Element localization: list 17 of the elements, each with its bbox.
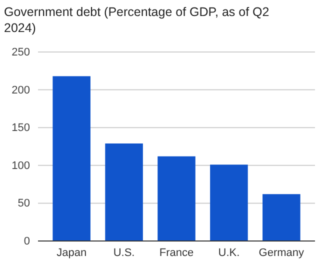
x-tick-label: Japan [56, 246, 87, 259]
bar [158, 156, 196, 241]
x-tick-label: U.K. [218, 246, 240, 259]
x-tick-label: Germany [258, 246, 305, 259]
bar [210, 164, 248, 241]
y-tick-label: 100 [12, 160, 30, 172]
y-tick-label: 0 [24, 236, 30, 248]
x-tick-label: U.S. [113, 246, 135, 259]
chart-title: Government debt (Percentage of GDP, as of Q2 2024) [4, 5, 270, 35]
y-tick-label: 150 [12, 122, 30, 134]
y-tick-label: 250 [12, 46, 30, 59]
bar [262, 194, 300, 241]
bar [105, 143, 143, 241]
bar [52, 76, 90, 241]
x-tick-label: France [159, 246, 194, 259]
y-tick-label: 50 [18, 198, 30, 210]
y-tick-label: 200 [12, 84, 30, 96]
